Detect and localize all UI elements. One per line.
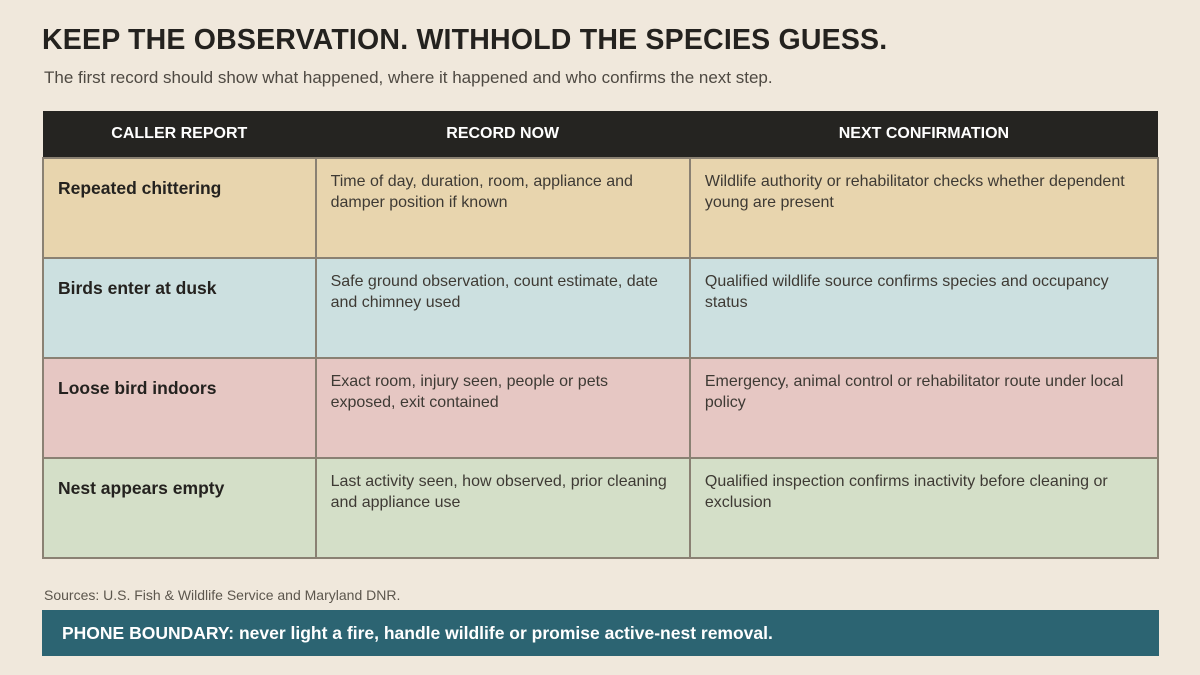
- record-now-cell: Exact room, injury seen, people or pets …: [314, 357, 691, 459]
- table-row: Birds enter at dusk Safe ground observat…: [42, 257, 1160, 359]
- column-header-record-now: RECORD NOW: [315, 111, 690, 158]
- table-row: Nest appears empty Last activity seen, h…: [42, 457, 1160, 559]
- record-now-cell: Safe ground observation, count estimate,…: [314, 257, 691, 359]
- table-row: Repeated chittering Time of day, duratio…: [42, 157, 1160, 259]
- next-confirmation-cell: Qualified wildlife source confirms speci…: [688, 257, 1160, 359]
- observation-table: CALLER REPORT RECORD NOW NEXT CONFIRMATI…: [42, 111, 1160, 559]
- page-title: KEEP THE OBSERVATION. WITHHOLD THE SPECI…: [42, 24, 888, 56]
- column-header-caller-report: CALLER REPORT: [43, 111, 316, 158]
- table-row: Loose bird indoors Exact room, injury se…: [42, 357, 1160, 459]
- phone-boundary-banner: PHONE BOUNDARY: never light a fire, hand…: [42, 610, 1159, 656]
- caller-report-cell: Loose bird indoors: [42, 357, 317, 459]
- column-header-next-confirmation: NEXT CONFIRMATION: [689, 111, 1158, 158]
- next-confirmation-cell: Emergency, animal control or rehabilitat…: [688, 357, 1160, 459]
- record-now-cell: Time of day, duration, room, appliance a…: [314, 157, 691, 259]
- caller-report-cell: Nest appears empty: [42, 457, 317, 559]
- caller-report-cell: Birds enter at dusk: [42, 257, 317, 359]
- next-confirmation-cell: Qualified inspection confirms inactivity…: [688, 457, 1160, 559]
- record-now-cell: Last activity seen, how observed, prior …: [314, 457, 691, 559]
- sources-note: Sources: U.S. Fish & Wildlife Service an…: [44, 587, 401, 603]
- phone-boundary-text: PHONE BOUNDARY: never light a fire, hand…: [62, 622, 773, 643]
- caller-report-cell: Repeated chittering: [42, 157, 317, 259]
- page-subtitle: The first record should show what happen…: [44, 68, 773, 87]
- next-confirmation-cell: Wildlife authority or rehabilitator chec…: [688, 157, 1160, 259]
- table-header-row: CALLER REPORT RECORD NOW NEXT CONFIRMATI…: [43, 111, 1158, 158]
